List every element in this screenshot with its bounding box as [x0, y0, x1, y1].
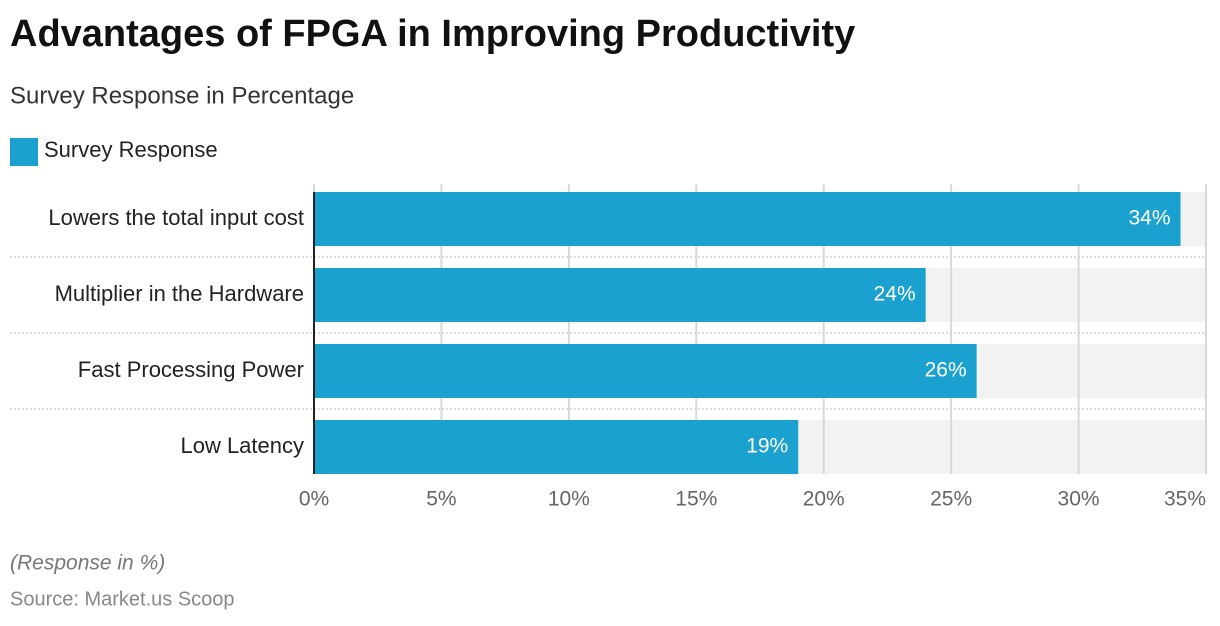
bar	[314, 344, 977, 398]
x-tick-label: 10%	[548, 488, 590, 511]
chart-subtitle: Survey Response in Percentage	[10, 82, 354, 109]
value-label: 24%	[874, 283, 916, 306]
chart-title: Advantages of FPGA in Improving Producti…	[10, 13, 855, 55]
bar	[314, 192, 1181, 246]
bar	[314, 268, 926, 322]
note: (Response in %)	[10, 552, 165, 575]
legend-swatch	[10, 138, 38, 166]
y-tick-label: Multiplier in the Hardware	[55, 281, 304, 306]
value-label: 19%	[746, 435, 788, 458]
x-tick-label: 5%	[426, 488, 456, 511]
y-tick-label: Low Latency	[180, 433, 304, 458]
x-tick-label: 30%	[1058, 488, 1100, 511]
value-label: 26%	[925, 359, 967, 382]
x-tick-label: 25%	[930, 488, 972, 511]
source: Source: Market.us Scoop	[10, 588, 235, 610]
y-tick-label: Fast Processing Power	[78, 357, 304, 382]
x-tick-label: 0%	[299, 488, 329, 511]
legend-label: Survey Response	[44, 137, 218, 162]
y-tick-label: Lowers the total input cost	[48, 205, 304, 230]
x-tick-label: 35%	[1164, 488, 1206, 511]
value-label: 34%	[1128, 207, 1170, 230]
x-tick-label: 15%	[675, 488, 717, 511]
x-tick-label: 20%	[803, 488, 845, 511]
bar	[314, 420, 799, 474]
